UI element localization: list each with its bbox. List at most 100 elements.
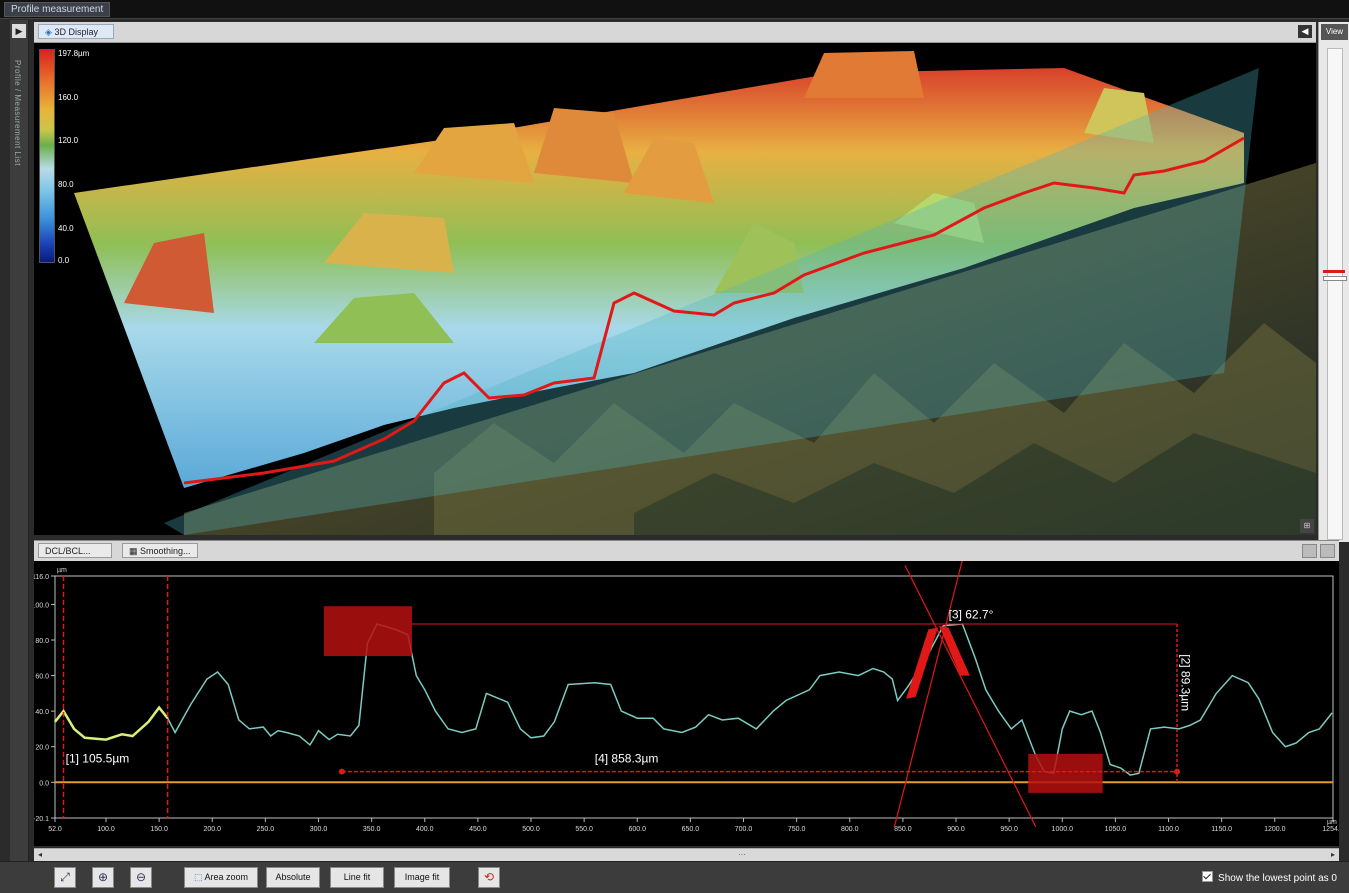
x-tick-label: 850.0 [894, 826, 912, 833]
measure2-label: [2] 89.3µm [1178, 654, 1192, 711]
measure4-end-point [1174, 768, 1181, 775]
line-fit-button[interactable]: Line fit [330, 867, 384, 888]
show-lowest-option[interactable]: Show the lowest point as 0 [1202, 871, 1337, 884]
x-tick-label: 52.0 [48, 826, 62, 833]
measure4-start-point [338, 768, 345, 775]
y-tick-label: 80.0 [35, 638, 49, 645]
plot-frame [54, 575, 1334, 819]
view-options-icon[interactable]: ⊞ [1300, 519, 1314, 533]
x-tick-label: 200.0 [203, 826, 221, 833]
collapse-left-icon[interactable]: ◀ [1298, 25, 1312, 38]
absolute-button[interactable]: Absolute [266, 867, 320, 888]
show-lowest-checkbox[interactable] [1202, 871, 1214, 882]
x-tick-label: 750.0 [788, 826, 806, 833]
profile-plot[interactable]: 116.0 100.0 80.0 60.0 40.0 20.0 0.0 -20.1 µm 52.0… [34, 561, 1339, 846]
y-tick-label: 20.0 [35, 745, 49, 752]
y-tick-label: 100.0 [34, 602, 49, 609]
zoom-in-icon[interactable]: ⊕ [92, 867, 114, 888]
line-fit-label: Line fit [343, 872, 371, 882]
colorbar-label-0: 0.0 [58, 256, 70, 265]
measure3-segment-b [939, 625, 970, 676]
absolute-label: Absolute [275, 872, 311, 882]
horizontal-scrollbar[interactable]: ◂ ⋯ ▸ [34, 848, 1339, 861]
x-tick-label: 950.0 [1000, 826, 1018, 833]
x-unit-label: µm [1327, 819, 1337, 826]
reset-icon[interactable]: ⟲ [478, 867, 500, 888]
section-profile-line [183, 136, 1245, 485]
tab-3d-display-label: 3D Display [54, 27, 98, 37]
x-tick-label: 150.0 [150, 826, 168, 833]
measure3-fit-line-a [893, 561, 963, 827]
colorbar-label-120: 120.0 [58, 136, 79, 145]
measure2-bottom-region [1028, 753, 1103, 793]
profile-line [54, 623, 1333, 776]
y-tick-label: 60.0 [35, 674, 49, 681]
measure4-label: [4] 858.3µm [595, 752, 659, 766]
x-tick-label: 1200.0 [1264, 826, 1286, 833]
left-panel-label: Profile / Measurement List [13, 60, 22, 166]
x-tick-label: 1150.0 [1211, 826, 1232, 833]
x-tick-label: 100.0 [97, 826, 115, 833]
slider-thumb[interactable] [1323, 276, 1347, 281]
area-zoom-icon: ⬚ [193, 872, 203, 882]
x-tick-label: 350.0 [363, 826, 381, 833]
x-tick-label: 550.0 [575, 826, 593, 833]
x-tick-label: 250.0 [257, 826, 275, 833]
section-plane [164, 68, 1259, 535]
profile-tabbar: DCL/BCL... ▦ Smoothing... [34, 540, 1339, 562]
profile-chart: 116.0 100.0 80.0 60.0 40.0 20.0 0.0 -20.1 µm 52.0… [34, 561, 1339, 833]
tab-smoothing[interactable]: ▦ Smoothing... [122, 543, 198, 558]
measure2-top-region [323, 606, 413, 657]
y-tick-label: 0.0 [39, 780, 49, 787]
slider-marker-red[interactable] [1323, 270, 1345, 273]
zoom-out-icon[interactable]: ⊖ [130, 867, 152, 888]
area-zoom-label: Area zoom [204, 872, 249, 882]
minimize-icon[interactable] [1302, 544, 1317, 558]
view3d-tabbar: ◈ 3D Display ◀ [34, 22, 1316, 43]
x-tick-label: 600.0 [628, 826, 646, 833]
height-colorbar [39, 49, 55, 263]
measure1-label: [1] 105.5µm [66, 752, 130, 766]
x-tick-label: 1050.0 [1105, 826, 1127, 833]
3d-surface-render [74, 51, 1316, 535]
x-tick-label: 900.0 [947, 826, 965, 833]
scroll-right-icon[interactable]: ▸ [1330, 850, 1335, 859]
tab-3d-display[interactable]: ◈ 3D Display [38, 24, 114, 39]
maximize-icon[interactable] [1320, 544, 1335, 558]
surface-upper [74, 68, 1244, 488]
surface-lower-texture [434, 323, 1316, 535]
y-tick-label: -20.1 [34, 816, 49, 823]
left-panel: ▶ Profile / Measurement List [10, 20, 29, 870]
bottom-toolbar: ⤢ ⊕ ⊖ ⬚ Area zoom Absolute Line fit Imag… [0, 861, 1349, 893]
window-title: Profile measurement [4, 2, 111, 17]
measure3-segment-a [906, 627, 938, 699]
y-tick-label: 40.0 [35, 709, 49, 716]
pan-icon[interactable]: ⤢ [54, 867, 76, 888]
zoom-slider[interactable] [1327, 48, 1343, 540]
x-tick-label: 500.0 [522, 826, 540, 833]
y-tick-label: 116.0 [34, 574, 49, 581]
selected-segment-line [54, 705, 169, 741]
measure3-fit-line-b [904, 565, 1037, 827]
x-tick-label: 800.0 [841, 826, 859, 833]
3d-view[interactable]: 197.8µm 160.0 120.0 80.0 40.0 0.0 ⊞ [34, 43, 1316, 535]
colorbar-label-40: 40.0 [58, 224, 74, 233]
measure3-label: [3] 62.7° [949, 608, 994, 622]
colorbar-label-80: 80.0 [58, 180, 74, 189]
tab-dcl-bcl[interactable]: DCL/BCL... [38, 543, 112, 558]
area-zoom-button[interactable]: ⬚ Area zoom [184, 867, 258, 888]
window-titlebar: Profile measurement [0, 0, 1349, 19]
expand-panel-button[interactable]: ▶ [12, 24, 26, 38]
image-fit-button[interactable]: Image fit [394, 867, 450, 888]
scroll-left-icon[interactable]: ◂ [37, 850, 42, 859]
x-tick-label: 1000.0 [1052, 826, 1074, 833]
x-tick-label: 300.0 [310, 826, 328, 833]
colorbar-label-160: 160.0 [58, 93, 79, 102]
image-fit-label: Image fit [404, 872, 440, 882]
scroll-grip-icon[interactable]: ⋯ [738, 852, 746, 859]
show-lowest-label: Show the lowest point as 0 [1218, 873, 1337, 884]
x-tick-label: 1254.8 [1322, 826, 1339, 833]
colorbar-label-max: 197.8µm [58, 49, 90, 58]
x-tick-label: 650.0 [682, 826, 700, 833]
cube-icon: ◈ [45, 27, 52, 37]
